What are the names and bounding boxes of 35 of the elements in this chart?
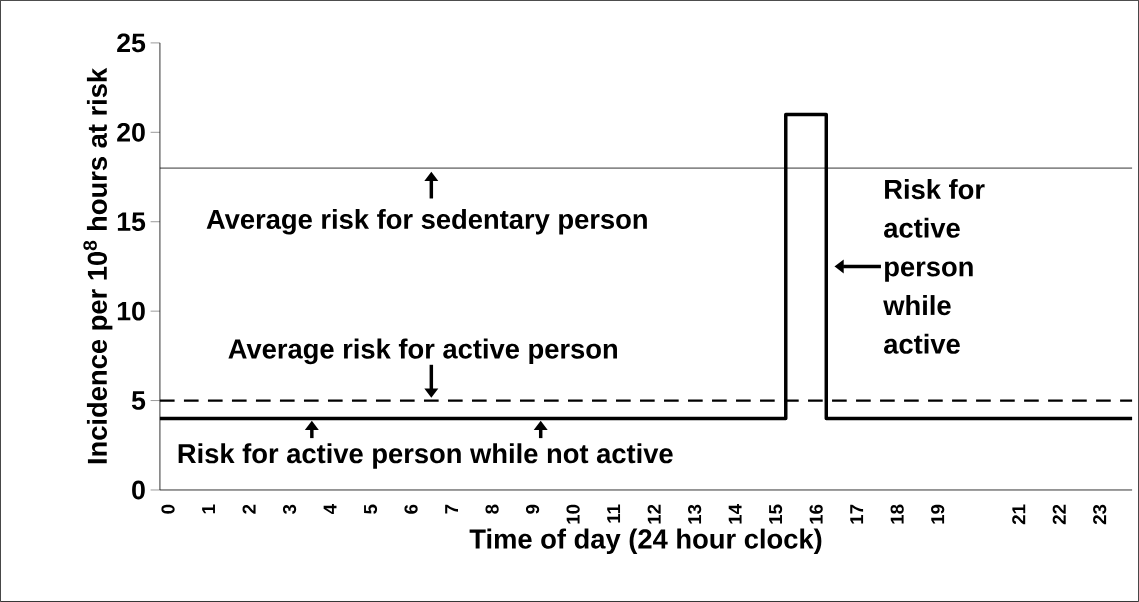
x-tick-label: 9 [525,504,540,514]
annotation: Average risk for sedentary person [206,208,647,235]
x-tick-label: 4 [323,504,337,515]
annotation: Risk for active person while not active [178,443,673,469]
x-tick-label: 5 [364,504,378,514]
y-tick-label: 25 [117,33,146,53]
x-tick-label: 6 [404,504,418,514]
x-tick-label: 0 [161,504,175,514]
x-tick-label: 21 [1012,504,1026,525]
x-tick-label: 22 [1052,504,1066,525]
x-tick-label: 19 [931,504,945,524]
x-tick-label: 8 [485,504,499,514]
x-tick-label: 14 [728,504,742,524]
x-tick-label: 3 [282,504,297,515]
x-tick-label: 16 [809,504,823,524]
annotation: Risk for active person while active [883,179,985,354]
x-tick-label: 2 [242,504,256,514]
x-tick-label: 15 [769,504,783,524]
x-tick-label: 10 [566,504,580,524]
x-tick-label: 18 [890,504,904,524]
x-tick-label: 1 [202,504,215,514]
y-axis-title: Incidence per 10$^{8}$ hours at risk [83,67,113,464]
x-tick-label: 23 [1093,504,1107,525]
y-tick-label: 0 [132,480,145,500]
y-tick-label: 5 [131,391,146,410]
x-tick-label: 12 [647,504,661,524]
x-tick-label: 17 [850,504,864,524]
y-tick-label: 20 [117,122,145,142]
x-axis-title: Time of day (24 hour clock) [469,528,822,555]
x-tick-label: 13 [687,504,702,524]
annotation: Average risk for active person [228,338,617,365]
y-tick-label: 10 [117,301,145,321]
x-tick-label: 7 [445,504,459,514]
y-tick-label: 15 [117,212,146,232]
x-tick-label: 11 [607,504,621,523]
